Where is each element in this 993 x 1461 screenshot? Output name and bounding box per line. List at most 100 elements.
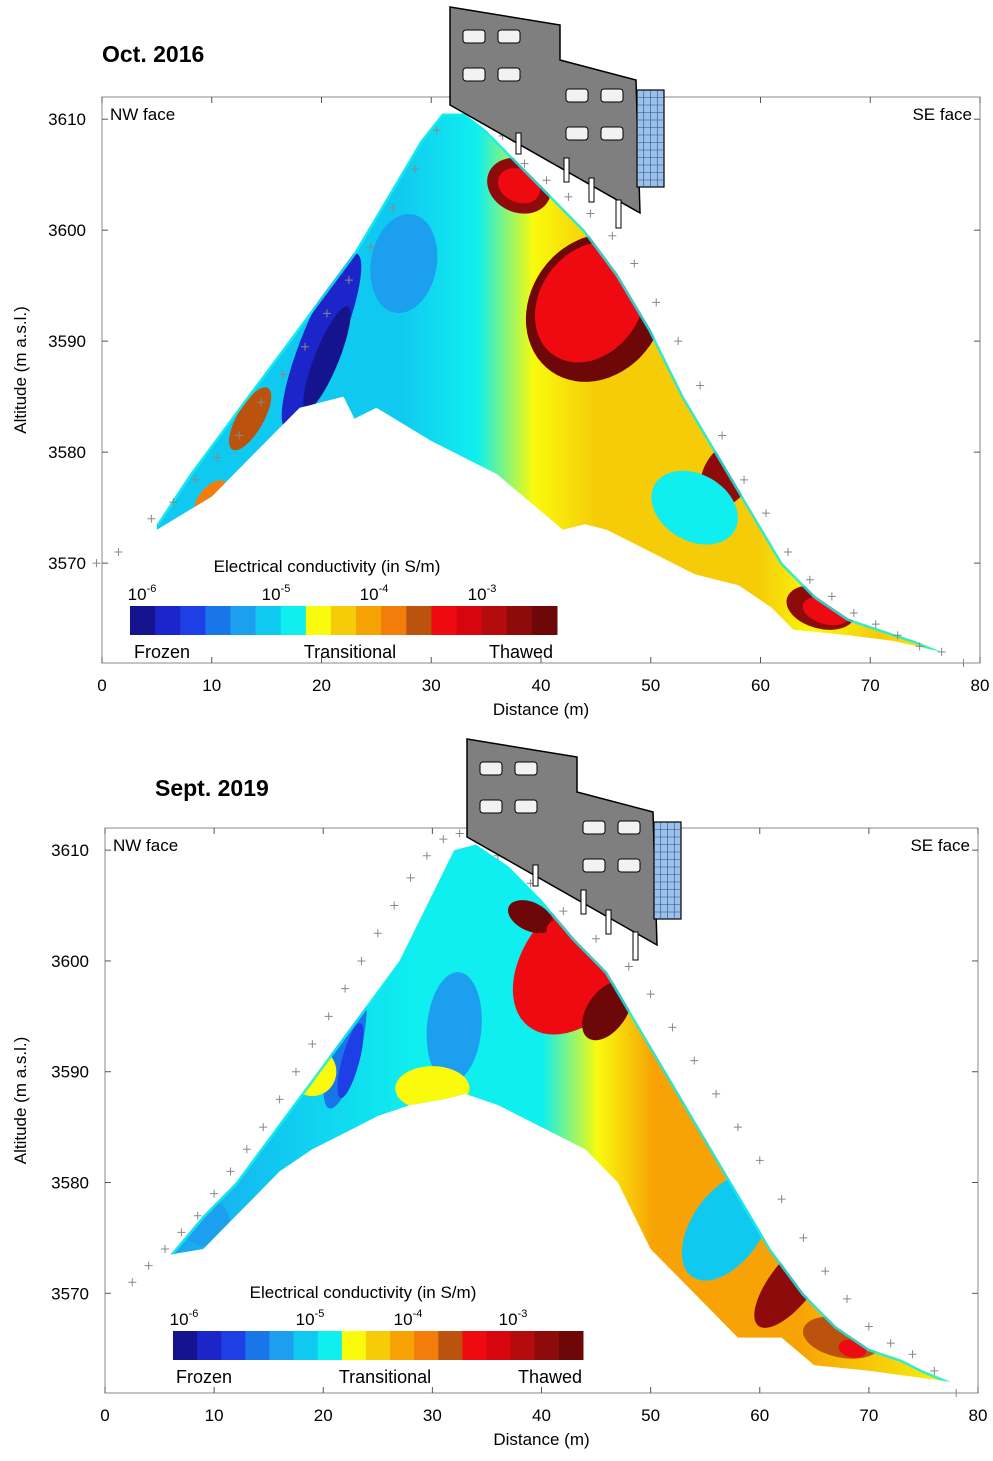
colorbar-swatch	[130, 606, 156, 635]
electrode-marker	[952, 1389, 961, 1397]
electrode-marker	[915, 642, 924, 651]
building-pillar	[588, 177, 595, 203]
colorbar-tick-exponent: -3	[518, 1308, 528, 1320]
x-tick-label: 60	[750, 1406, 769, 1425]
electrode-marker	[344, 276, 353, 285]
electrode-marker	[92, 559, 101, 568]
building-window	[479, 761, 503, 776]
colorbar-swatch	[456, 606, 483, 635]
electrode-marker	[630, 259, 639, 268]
conductivity-anomaly	[651, 470, 738, 545]
y-axis-label: Altitude (m a.s.l.)	[11, 1037, 30, 1165]
electrode-marker	[291, 1067, 300, 1076]
colorbar-tick-exponent: -4	[379, 583, 389, 595]
y-tick-label: 3570	[51, 1284, 89, 1303]
colorbar-tick-label: 10-6	[170, 1308, 199, 1329]
colorbar-swatch	[534, 1331, 560, 1360]
colorbar-swatch	[255, 606, 282, 635]
x-tick-label: 80	[971, 676, 990, 695]
colorbar-swatch	[438, 1331, 463, 1360]
colorbar-category-label: Thawed	[518, 1367, 582, 1387]
electrode-marker	[177, 1228, 186, 1237]
nw-face-label: NW face	[113, 836, 178, 855]
electrode-marker	[213, 453, 222, 462]
colorbar-tick-base: 10	[170, 1310, 189, 1329]
colorbar-swatch	[245, 1331, 270, 1360]
electrode-marker	[235, 431, 244, 440]
building-pillar	[515, 132, 522, 155]
colorbar-swatch	[180, 606, 206, 635]
colorbar-swatch	[341, 1331, 367, 1360]
electrode-marker	[624, 962, 633, 971]
electrode-marker	[432, 126, 441, 135]
colorbar-tick-label: 10-4	[394, 1308, 423, 1329]
building-window	[565, 126, 589, 141]
electrode-marker	[777, 1195, 786, 1204]
colorbar-title: Electrical conductivity (in S/m)	[214, 557, 441, 576]
colorbar-swatch	[365, 1331, 391, 1360]
x-axis-label: Distance (m)	[493, 700, 589, 719]
colorbar-tick-exponent: -3	[487, 583, 497, 595]
colorbar-tick-base: 10	[499, 1310, 518, 1329]
building-body	[449, 6, 641, 215]
y-tick-label: 3600	[51, 952, 89, 971]
se-face-label: SE face	[912, 105, 972, 124]
electrode-marker	[849, 609, 858, 618]
glass-grid	[637, 90, 664, 187]
building-window	[617, 820, 641, 835]
electrode-marker	[843, 1294, 852, 1303]
x-tick-label: 50	[641, 1406, 660, 1425]
electrode-marker	[755, 1156, 764, 1165]
electrode-marker	[652, 298, 661, 307]
x-tick-label: 20	[314, 1406, 333, 1425]
colorbar-tick-base: 10	[468, 585, 487, 604]
electrode-marker	[128, 1278, 137, 1287]
nw-face-label: NW face	[110, 105, 175, 124]
building-window	[514, 799, 538, 814]
y-tick-label: 3580	[48, 443, 86, 462]
electrode-marker	[740, 475, 749, 484]
colorbar-swatch	[510, 1331, 536, 1360]
building-window	[462, 67, 486, 82]
colorbar-swatch	[381, 606, 407, 635]
electrode-marker	[668, 1023, 677, 1032]
colorbar-category-label: Transitional	[339, 1367, 431, 1387]
electrode-marker	[761, 509, 770, 518]
electrode-marker	[366, 242, 375, 251]
x-tick-label: 20	[312, 676, 331, 695]
electrode-marker	[712, 1089, 721, 1098]
building-window	[600, 88, 624, 103]
building-pillar	[632, 931, 639, 961]
electrode-marker	[308, 1040, 317, 1049]
building-window	[617, 858, 641, 873]
electrode-marker	[301, 342, 310, 351]
electrode-marker	[357, 956, 366, 965]
colorbar-tick-base: 10	[296, 1310, 315, 1329]
chart-svg: 0 10 20 30 40 50 60 70 80 3570 3580 3590 3600 3610 Dis…	[11, 738, 987, 1449]
electrode-marker	[799, 1233, 808, 1242]
glass-grid	[654, 822, 681, 919]
y-tick-label: 3610	[48, 110, 86, 129]
y-tick-label: 3600	[48, 221, 86, 240]
electrode-marker	[559, 907, 568, 916]
y-tick-label: 3590	[48, 332, 86, 351]
y-axis-label: Altitude (m a.s.l.)	[11, 306, 30, 434]
y-tick-label: 3580	[51, 1174, 89, 1193]
electrode-marker	[439, 835, 448, 844]
building-pillar	[615, 199, 622, 229]
colorbar-swatch	[330, 606, 357, 635]
colorbar-swatch	[230, 606, 257, 635]
electrode-marker	[871, 620, 880, 629]
electrode-marker	[821, 1267, 830, 1276]
electrode-marker	[147, 514, 156, 523]
colorbar-swatch	[406, 606, 432, 635]
electrode-marker	[210, 1189, 219, 1198]
chart-panel-oct-2016: 0 10 20 30 40 50 60 70 80 3570 3580 3590 3600 3610 Dis…	[0, 0, 993, 728]
building-window	[514, 761, 538, 776]
colorbar-tick-base: 10	[394, 1310, 413, 1329]
building-body	[466, 738, 658, 947]
colorbar-swatch	[356, 606, 382, 635]
colorbar-category-label: Frozen	[134, 642, 190, 662]
electrode-marker	[930, 1366, 939, 1375]
electrode-marker	[646, 990, 655, 999]
